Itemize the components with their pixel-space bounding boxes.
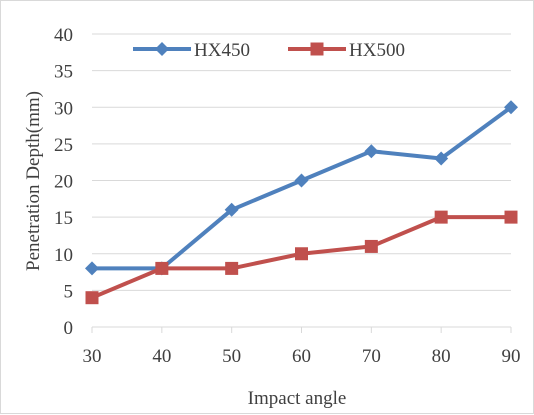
- x-tick-label-30: 30: [83, 346, 102, 367]
- y-tick-label-0: 0: [64, 318, 74, 339]
- x-tick-label-70: 70: [362, 346, 381, 367]
- legend-marker-hx450: [155, 42, 169, 56]
- data-point-hx500-30: [85, 291, 99, 305]
- data-point-hx450-30: [85, 261, 99, 276]
- x-tick-label-50: 50: [222, 346, 241, 367]
- data-point-hx500-80: [434, 210, 448, 224]
- data-point-hx500-50: [225, 261, 239, 275]
- data-point-hx500-90: [504, 210, 518, 224]
- legend-label-hx500: HX500: [349, 40, 405, 61]
- data-point-hx500-60: [295, 247, 308, 261]
- x-axis-title: Impact angle: [248, 388, 347, 409]
- y-tick-label-35: 35: [54, 62, 73, 83]
- y-tick-label-30: 30: [54, 98, 73, 119]
- y-tick-label-10: 10: [54, 245, 73, 266]
- data-point-hx450-50: [224, 202, 239, 217]
- series-hx500: [85, 210, 518, 305]
- x-tick-label-40: 40: [152, 346, 171, 367]
- y-tick-label-25: 25: [54, 135, 73, 156]
- axes: 0 5 10 15 20 25 30 35 40 30 40 50 60 70 80 90: [54, 25, 521, 367]
- data-point-hx450-70: [364, 144, 379, 159]
- x-tick-label-60: 60: [292, 346, 311, 367]
- legend-item-hx500: HX500: [288, 40, 405, 61]
- y-tick-label-40: 40: [54, 25, 73, 46]
- data-point-hx500-70: [364, 239, 378, 253]
- legend-item-hx450: HX450: [133, 40, 250, 61]
- data-point-hx450-60: [294, 173, 309, 188]
- series-line-hx450: [90, 105, 513, 271]
- y-axis-title: Penetration Depth(mm): [23, 91, 44, 271]
- y-tick-label-15: 15: [54, 208, 73, 229]
- data-point-hx450-90: [504, 100, 518, 115]
- y-tick-label-5: 5: [64, 281, 74, 302]
- legend-marker-hx500: [310, 42, 324, 56]
- legend-label-hx450: HX450: [194, 40, 250, 61]
- legend: HX450 HX500: [133, 40, 405, 61]
- data-point-hx500-40: [155, 261, 169, 275]
- x-tick-label-80: 80: [432, 346, 451, 367]
- data-point-hx450-80: [434, 151, 449, 166]
- y-tick-label-20: 20: [54, 172, 73, 193]
- x-tick-label-90: 90: [502, 346, 521, 367]
- series-lines: [85, 100, 518, 305]
- gridlines: [92, 33, 511, 291]
